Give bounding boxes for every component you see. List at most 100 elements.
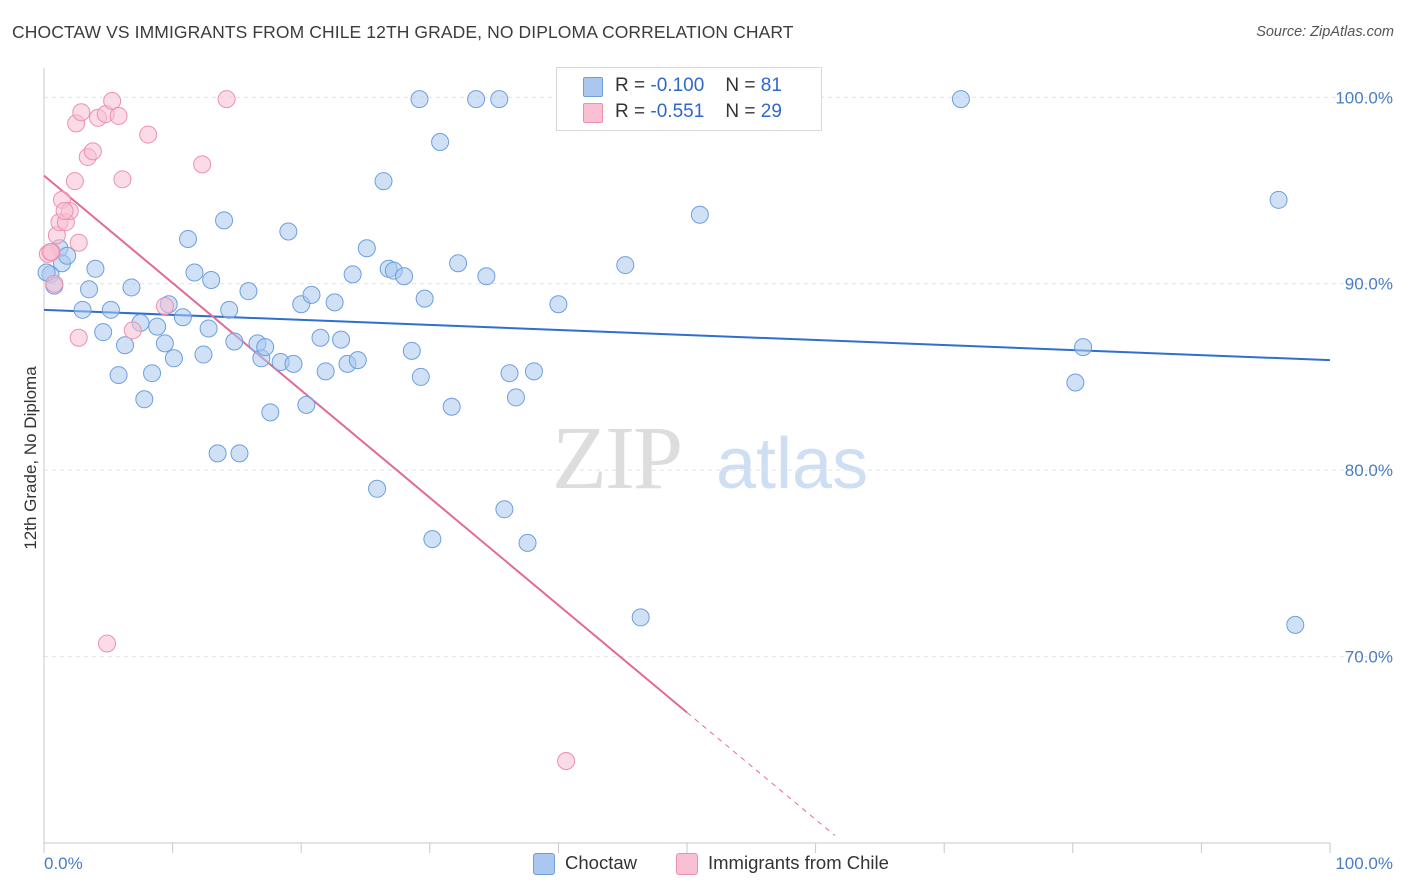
- data-point-choctaw: [411, 367, 430, 386]
- data-point-chile: [193, 155, 212, 174]
- data-point-choctaw: [311, 328, 330, 347]
- data-point-choctaw: [518, 533, 537, 552]
- data-point-choctaw: [467, 90, 486, 109]
- data-point-choctaw: [279, 222, 298, 241]
- data-point-choctaw: [631, 608, 650, 627]
- legend-n-value-chile: 29: [760, 101, 782, 122]
- data-point-choctaw: [101, 300, 120, 319]
- legend-n-label: N =: [725, 101, 756, 122]
- data-point-choctaw: [500, 364, 519, 383]
- data-point-choctaw: [215, 211, 234, 230]
- data-point-chile: [217, 90, 236, 109]
- data-point-choctaw: [155, 334, 174, 353]
- x-tick-label-max: 100.0%: [1335, 854, 1393, 873]
- data-point-choctaw: [951, 90, 970, 109]
- data-point-chile: [139, 125, 158, 144]
- data-point-chile: [41, 243, 60, 262]
- y-tick-label: 70.0%: [1345, 648, 1393, 667]
- legend-n-value-choctaw: 81: [760, 75, 782, 96]
- data-point-choctaw: [374, 172, 393, 191]
- data-point-choctaw: [524, 362, 543, 381]
- data-point-choctaw: [1269, 190, 1288, 209]
- data-point-choctaw: [116, 336, 135, 355]
- data-point-choctaw: [395, 267, 414, 286]
- y-tick-label: 90.0%: [1345, 275, 1393, 294]
- data-point-choctaw: [225, 332, 244, 351]
- legend-r-value-choctaw: -0.100: [650, 75, 705, 96]
- legend-r-label: R =: [615, 75, 646, 96]
- trend-line-chile: [43, 174, 688, 714]
- data-point-choctaw: [343, 265, 362, 284]
- data-point-choctaw: [122, 278, 141, 297]
- source-credit: Source: ZipAtlas.com: [1256, 24, 1394, 40]
- series-swatch-choctaw: [533, 853, 555, 875]
- data-point-choctaw: [143, 364, 162, 383]
- watermark-atlas: atlas: [716, 424, 868, 504]
- data-point-choctaw: [316, 362, 335, 381]
- data-point-choctaw: [357, 239, 376, 258]
- data-point-choctaw: [1286, 615, 1305, 634]
- trend-line-choctaw: [43, 308, 1331, 362]
- data-point-choctaw: [239, 282, 258, 301]
- data-point-choctaw: [173, 308, 192, 327]
- x-tick-label-min: 0.0%: [44, 854, 83, 873]
- data-point-choctaw: [261, 403, 280, 422]
- y-tick-label: 80.0%: [1345, 461, 1393, 480]
- data-point-chile: [69, 233, 88, 252]
- legend-r-label: R =: [615, 101, 646, 122]
- series-label-choctaw: Choctaw: [565, 852, 637, 873]
- data-point-choctaw: [202, 270, 221, 289]
- data-point-choctaw: [86, 259, 105, 278]
- data-point-choctaw: [415, 289, 434, 308]
- data-point-chile: [83, 142, 102, 161]
- data-point-choctaw: [208, 444, 227, 463]
- legend-r-value-chile: -0.551: [650, 101, 705, 122]
- data-point-chile: [123, 321, 142, 340]
- data-point-choctaw: [148, 317, 167, 336]
- data-point-choctaw: [348, 351, 367, 370]
- data-point-choctaw: [410, 90, 429, 109]
- series-label-chile: Immigrants from Chile: [708, 852, 889, 873]
- data-point-chile: [557, 751, 576, 770]
- data-point-choctaw: [431, 133, 450, 152]
- data-point-choctaw: [690, 205, 709, 224]
- chart-title: CHOCTAW VS IMMIGRANTS FROM CHILE 12TH GR…: [12, 22, 794, 42]
- data-point-choctaw: [185, 263, 204, 282]
- data-point-chile: [109, 106, 128, 125]
- data-point-choctaw: [616, 256, 635, 275]
- watermark: ZIP atlas: [552, 409, 868, 508]
- data-point-choctaw: [368, 479, 387, 498]
- data-point-choctaw: [284, 354, 303, 373]
- legend-n-label: N =: [725, 75, 756, 96]
- data-point-choctaw: [423, 530, 442, 549]
- y-tick-label: 100.0%: [1335, 88, 1393, 107]
- data-point-chile: [55, 202, 74, 221]
- legend-swatch-chile: [583, 103, 603, 123]
- data-point-choctaw: [179, 229, 198, 248]
- data-point-choctaw: [256, 338, 275, 357]
- watermark-zip: ZIP: [552, 409, 681, 508]
- data-point-choctaw: [230, 444, 249, 463]
- data-point-choctaw: [297, 395, 316, 414]
- data-point-chile: [155, 297, 174, 316]
- data-point-choctaw: [80, 280, 99, 299]
- gridlines: 70.0% 80.0% 90.0% 100.0%: [44, 88, 1393, 667]
- data-point-choctaw: [199, 319, 218, 338]
- axes: [43, 68, 1331, 853]
- data-point-chile: [65, 172, 84, 191]
- data-point-choctaw: [194, 345, 213, 364]
- y-axis-label: 12th Grade, No Diploma: [21, 366, 40, 550]
- data-point-choctaw: [477, 267, 496, 286]
- series-swatch-chile: [676, 853, 698, 875]
- data-point-choctaw: [1066, 373, 1085, 392]
- data-point-choctaw: [1074, 338, 1093, 357]
- data-point-choctaw: [332, 330, 351, 349]
- data-point-chile: [72, 103, 91, 122]
- data-point-choctaw: [73, 300, 92, 319]
- data-point-choctaw: [449, 254, 468, 273]
- data-point-choctaw: [164, 349, 183, 368]
- data-point-choctaw: [442, 397, 461, 416]
- series-legend: Choctaw Immigrants from Chile: [0, 852, 1406, 876]
- data-point-choctaw: [402, 341, 421, 360]
